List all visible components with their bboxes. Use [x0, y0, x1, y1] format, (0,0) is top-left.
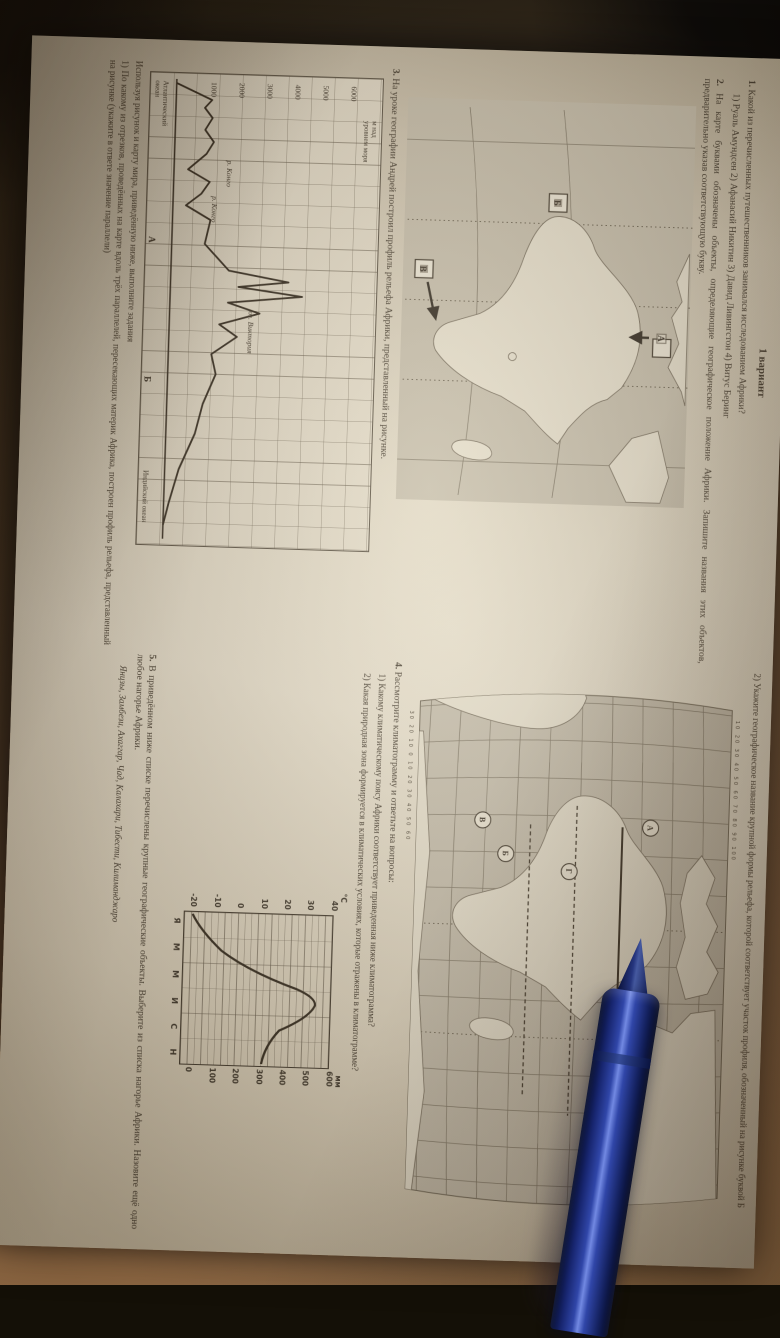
world-map: А Б В Г 10 20 30 40 50 60 70 80 90 100 3…	[393, 671, 748, 1229]
world-map-letter-b: Б	[501, 850, 510, 856]
month-mar: М	[171, 942, 181, 951]
precip-600: 600	[323, 1071, 334, 1087]
africa-map-letter-v: В	[417, 266, 427, 272]
precip-500: 500	[300, 1070, 310, 1087]
question-5-number: 5.	[146, 654, 157, 662]
world-map-ticks-bottom: 30 20 10 0 10 20 30 40 50 60	[404, 711, 414, 842]
precip-100: 100	[206, 1067, 217, 1084]
world-map-figure: А Б В Г 10 20 30 40 50 60 70 80 90 100 3…	[404, 689, 740, 1210]
relief-profile-chart: м над уровнем моря 6000 5000 4000 3000 2…	[135, 71, 385, 553]
test-paper-sheet: 1 вариант 1. Какой из перечисленных путе…	[0, 35, 780, 1269]
climatogram-grid	[178, 910, 334, 1070]
climatogram-precip-axis: 600 500 400 300 200 100 0	[180, 1066, 334, 1102]
profile-label-atlantic-ocean: Атлантический океан	[153, 80, 170, 127]
month-jul: И	[169, 997, 179, 1005]
question-1-number: 1.	[745, 79, 757, 88]
precip-0: 0	[183, 1066, 193, 1073]
climatogram-unit-celsius: °C	[338, 893, 349, 903]
pen-tip	[616, 935, 657, 997]
precip-400: 400	[277, 1069, 287, 1086]
profile-point-a: А	[147, 236, 158, 243]
world-map-letter-v: В	[478, 817, 487, 823]
climatogram: °C мм 40 30 20 10 0 -10 -20	[147, 880, 350, 1114]
world-map-ticks-top: 10 20 30 40 50 60 70 80 90 100	[730, 721, 740, 862]
profile-point-b: Б	[142, 376, 153, 383]
precip-300: 300	[253, 1068, 264, 1085]
climatogram-unit-mm: мм	[333, 1075, 343, 1088]
profile-label-lake-victoria: оз. Виктория	[245, 311, 257, 354]
profile-line-figure	[162, 78, 304, 539]
month-jan: Я	[172, 917, 182, 924]
precip-200: 200	[230, 1068, 240, 1085]
right-column: 2) Укажите географическое название крупн…	[5, 650, 763, 1248]
africa-outline-map: А Б В	[395, 97, 696, 509]
africa-map-figure: А Б В	[396, 107, 695, 504]
left-column: 1 вариант 1. Какой из перечисленных путе…	[23, 58, 780, 666]
question-3-number: 3.	[389, 68, 400, 77]
climatogram-temp-axis: 40 30 20 10 0 -10 -20	[186, 881, 339, 912]
month-sep: С	[168, 1023, 179, 1030]
temp-minus10: -10	[212, 893, 222, 908]
temp-40: 40	[329, 900, 339, 912]
month-nov: Н	[168, 1048, 178, 1056]
temp-0: 0	[235, 902, 245, 909]
table-surface: 1 вариант 1. Какой из перечисленных путе…	[0, 0, 780, 1285]
question-2-number: 2.	[713, 78, 725, 87]
document-content: 1 вариант 1. Какой из перечисленных путе…	[0, 35, 780, 1268]
temp-minus20: -20	[188, 893, 199, 908]
temp-10: 10	[259, 898, 269, 910]
profile-label-river-congo-2: р. Конго	[209, 196, 220, 223]
africa-map-letter-b: Б	[552, 200, 562, 206]
question-4-number: 4.	[392, 662, 403, 670]
temp-30: 30	[305, 899, 316, 911]
world-map-letter-g: Г	[564, 868, 573, 873]
temp-20: 20	[282, 899, 292, 910]
month-may: М	[170, 969, 180, 979]
climatogram-curve	[191, 913, 316, 1065]
profile-label-river-congo-1: р. Конго	[224, 160, 235, 188]
question-4-text: Рассмотрите климатограмму и ответьте на …	[386, 671, 403, 883]
world-map-letter-a: А	[646, 825, 655, 831]
africa-map-letter-a: А	[655, 335, 665, 342]
